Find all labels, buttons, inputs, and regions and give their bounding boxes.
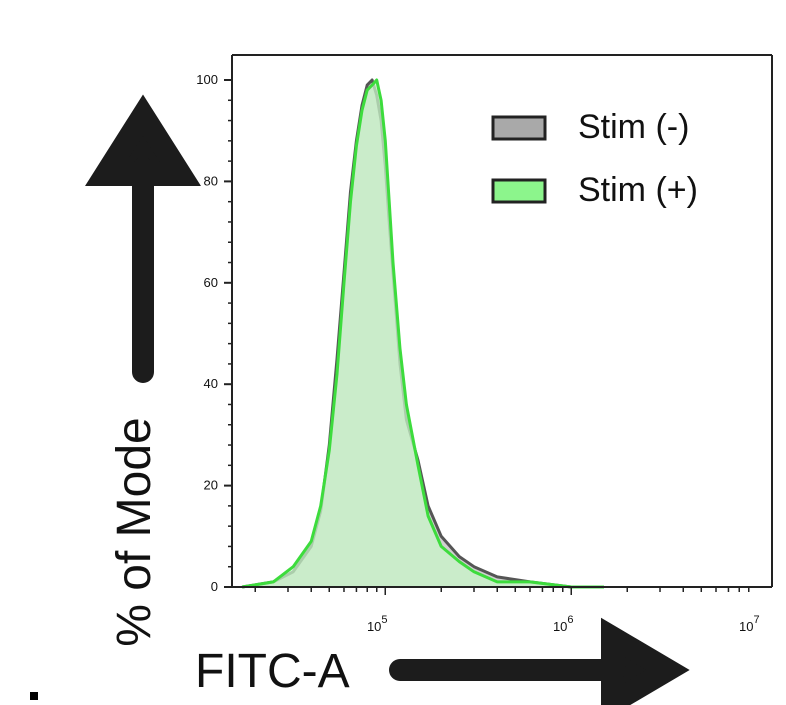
x-tick-label-5: 105	[367, 614, 388, 634]
series-area-stim-pos	[242, 80, 604, 587]
y-axis-arrow	[85, 94, 201, 383]
y-axis-label: % of Mode	[108, 417, 161, 646]
series-line-stim-pos	[241, 78, 604, 589]
y-tick-label-60: 60	[204, 275, 218, 290]
y-tick-label-80: 80	[204, 173, 218, 188]
legend-swatch-stim-neg	[491, 115, 547, 141]
legend-swatch-stim-pos	[491, 178, 547, 204]
corner-dot	[30, 692, 38, 700]
legend-label-stim-pos: Stim (+)	[578, 171, 698, 209]
x-axis-arrow	[389, 617, 690, 705]
x-axis-label: FITC-A	[195, 645, 350, 698]
y-tick-label-100: 100	[196, 72, 218, 87]
y-tick-label-40: 40	[204, 376, 218, 391]
legend-label-stim-neg: Stim (-)	[578, 108, 689, 146]
axes: 0 20 40 60 80 100 105 106 107	[196, 54, 773, 634]
y-tick-label-0: 0	[211, 579, 218, 594]
y-axis-title-group: % of Mode	[85, 94, 201, 647]
plot-area	[241, 78, 604, 589]
legend: Stim (-) Stim (+)	[491, 108, 698, 209]
x-axis-title-group: FITC-A	[195, 617, 690, 705]
x-tick-label-6: 106	[553, 614, 574, 634]
y-tick-label-20: 20	[204, 478, 218, 493]
x-tick-label-7: 107	[739, 614, 760, 634]
